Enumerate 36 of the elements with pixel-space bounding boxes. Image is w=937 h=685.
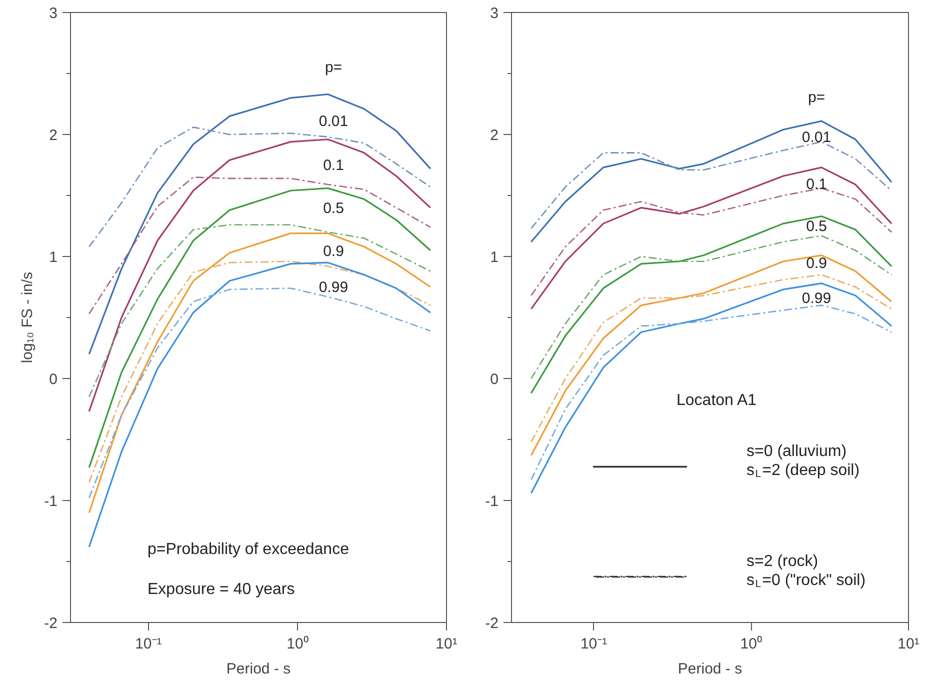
annotation: 0.5: [323, 200, 344, 217]
annotation: 0.1: [806, 176, 827, 193]
y-tick-label: -1: [485, 493, 499, 510]
annotation: 0.1: [323, 157, 344, 174]
annotation: Exposure = 40 years: [148, 581, 295, 598]
y-tick-label: 2: [490, 127, 498, 144]
y-axis-title: log₁₀ FS - in/s: [19, 272, 36, 364]
x-tick-label: 10¹: [436, 636, 458, 652]
x-axis-title: Period - s: [678, 660, 742, 678]
y-tick-label: 2: [49, 127, 58, 144]
annotation: p=Probability of exceedance: [148, 541, 350, 558]
y-tick-label: 0: [490, 371, 498, 388]
annotation: 0.01: [318, 113, 348, 130]
annotation: 0.99: [318, 279, 348, 296]
y-tick-label: 3: [490, 5, 498, 22]
x-tick-label: 10⁰: [740, 636, 762, 652]
x-axis-title: Period - s: [226, 660, 291, 678]
annotation: p=: [808, 89, 826, 106]
y-tick-label: 1: [49, 249, 58, 266]
x-tick-label: 10⁻¹: [135, 636, 162, 652]
annotation: p=: [324, 59, 342, 76]
y-tick-label: -2: [44, 615, 58, 632]
annotation: Locaton A1: [676, 392, 757, 409]
y-tick-label: 1: [490, 249, 498, 266]
y-tick-label: 3: [49, 5, 58, 22]
annotation: 0.9: [323, 243, 344, 260]
x-tick-label: 10⁻¹: [580, 636, 608, 652]
x-tick-label: 10⁰: [286, 636, 308, 652]
y-tick-label: 0: [49, 371, 58, 388]
annotation: 0.9: [806, 255, 827, 272]
annotation: 0.01: [802, 129, 832, 146]
y-tick-label: -1: [44, 493, 58, 510]
annotation: 0.99: [802, 290, 832, 307]
y-tick-label: -2: [485, 615, 499, 632]
x-tick-label: 10¹: [898, 636, 920, 652]
annotation: 0.5: [806, 218, 827, 235]
